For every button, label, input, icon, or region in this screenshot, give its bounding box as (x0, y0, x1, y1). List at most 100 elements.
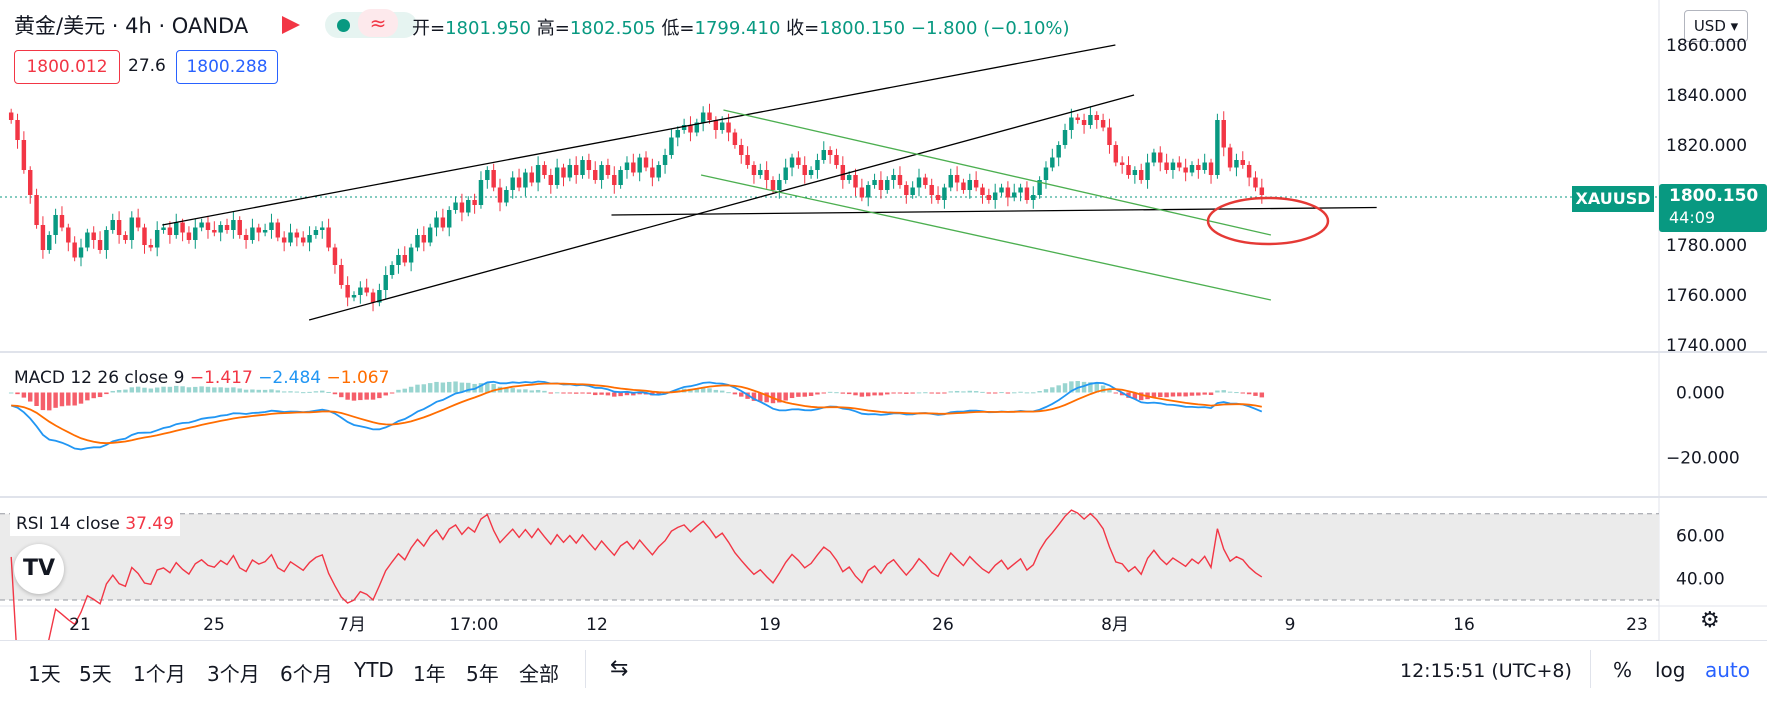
candle-body (1253, 177, 1258, 188)
range-button[interactable]: 1个月 (133, 662, 186, 686)
macd-hist-bar (1012, 392, 1017, 394)
percent-toggle[interactable]: % (1613, 658, 1633, 682)
macd-hist-bar (1164, 392, 1169, 398)
trend-line[interactable] (700, 174, 1272, 301)
macd-hist-bar (986, 392, 992, 394)
candle-body (821, 150, 827, 160)
time-axis[interactable]: 21 25 7月 17:00 12 19 26 8月 9 16 23 (69, 615, 1648, 635)
tradingview-logo-icon[interactable]: TV (14, 544, 64, 594)
buy-price-button[interactable]: 1800.288 (176, 50, 278, 84)
macd-hist-bar (637, 392, 642, 395)
candle-body (770, 180, 776, 190)
candle-body (631, 162, 636, 173)
high-label: 高= (536, 18, 570, 39)
settings-gear-icon[interactable]: ⚙ (1700, 608, 1720, 633)
macd-hist-bar (27, 392, 33, 402)
range-button[interactable]: YTD (354, 658, 394, 682)
range-button[interactable]: 6个月 (280, 662, 333, 686)
highlight-circle[interactable] (1206, 196, 1330, 246)
macd-hist-bar (218, 387, 223, 393)
candle (1012, 183, 1017, 202)
candle-body (1107, 127, 1112, 145)
macd-hist-bar (916, 392, 922, 394)
candle-body (256, 227, 261, 233)
candle-body (53, 215, 58, 235)
macd-hist-bar (1215, 390, 1220, 393)
candle (408, 243, 414, 272)
candle (193, 218, 198, 249)
macd-hist-bar (104, 392, 109, 395)
candle (808, 166, 814, 179)
currency-select[interactable]: USD ▾ (1684, 10, 1748, 42)
candle-body (199, 222, 204, 228)
candle-body (231, 220, 236, 230)
range-button[interactable]: 1天 (28, 662, 61, 686)
candle (1170, 158, 1176, 179)
range-button[interactable]: 5天 (79, 662, 112, 686)
chart-canvas[interactable]: 1860.0001840.0001820.0001800.0001780.000… (0, 0, 1767, 640)
macd-hist-bar (1024, 392, 1030, 394)
macd-hist-bar (821, 392, 827, 394)
candle-body (104, 230, 109, 250)
macd-hist-bar (739, 392, 744, 397)
candle-body (561, 167, 566, 178)
candle (326, 218, 331, 252)
trend-line[interactable] (723, 109, 1272, 236)
price-tick-label: 1840.000 (1666, 86, 1747, 106)
macd-axis[interactable]: 0.000 −20.000 (1666, 384, 1740, 469)
trend-line[interactable] (611, 206, 1377, 216)
candle-body (751, 165, 757, 175)
symbol-title[interactable]: 黄金/美元 · 4h · OANDA (14, 14, 249, 38)
macd-hist-bar (751, 392, 757, 401)
auto-toggle[interactable]: auto (1705, 658, 1751, 682)
trend-line[interactable] (162, 44, 1116, 226)
clock[interactable]: 12:15:51 (UTC+8) (1400, 660, 1572, 682)
candle (662, 148, 668, 174)
macd-hist-bar (491, 383, 496, 393)
candle-body (827, 150, 833, 155)
rsi-tick-label: 40.00 (1676, 569, 1725, 589)
candle (104, 226, 109, 259)
candle-body (142, 227, 147, 245)
date-range-icon[interactable]: ⇆ (610, 656, 629, 681)
macd-hist-bar (21, 392, 27, 398)
candle (1132, 166, 1138, 184)
current-price-tag: 1800.150 44:09 (1659, 184, 1767, 232)
time-tick-label: 16 (1453, 615, 1475, 635)
candle (573, 156, 579, 184)
macd-hist-bar (91, 392, 96, 399)
candle (732, 128, 738, 149)
candle-body (129, 217, 135, 240)
trend-lines-group[interactable] (162, 44, 1377, 321)
macd-hist-bar (129, 387, 135, 393)
candle (491, 163, 496, 192)
rsi-legend[interactable]: RSI 14 close 37.49 (10, 512, 180, 536)
time-tick-label: 26 (932, 615, 954, 635)
range-button[interactable]: 全部 (519, 662, 559, 686)
range-button[interactable]: 3个月 (207, 662, 260, 686)
candle (605, 158, 611, 179)
candle (421, 226, 427, 252)
macd-hist-bar (389, 392, 395, 394)
macd-legend[interactable]: MACD 12 26 close 9 −1.417 −2.484 −1.067 (14, 368, 389, 388)
candle (618, 166, 623, 189)
log-toggle[interactable]: log (1655, 658, 1686, 682)
candle-body (212, 230, 217, 233)
sell-price-button[interactable]: 1800.012 (14, 50, 120, 84)
candle-body (358, 287, 363, 295)
candle-body (853, 175, 858, 188)
candle-body (789, 157, 795, 168)
candle-body (650, 167, 655, 178)
candle (66, 223, 71, 252)
flag-icon[interactable] (282, 16, 300, 34)
range-button[interactable]: 1年 (413, 662, 446, 686)
candle (897, 166, 903, 189)
candle (904, 181, 909, 204)
macd-hist-bar (573, 392, 579, 394)
macd-hist-bar (174, 385, 179, 393)
rsi-axis[interactable]: 60.00 40.00 (1676, 526, 1725, 589)
candle-body (942, 187, 947, 200)
trend-line[interactable] (308, 94, 1135, 321)
candle-body (612, 175, 617, 185)
range-button[interactable]: 5年 (466, 662, 499, 686)
